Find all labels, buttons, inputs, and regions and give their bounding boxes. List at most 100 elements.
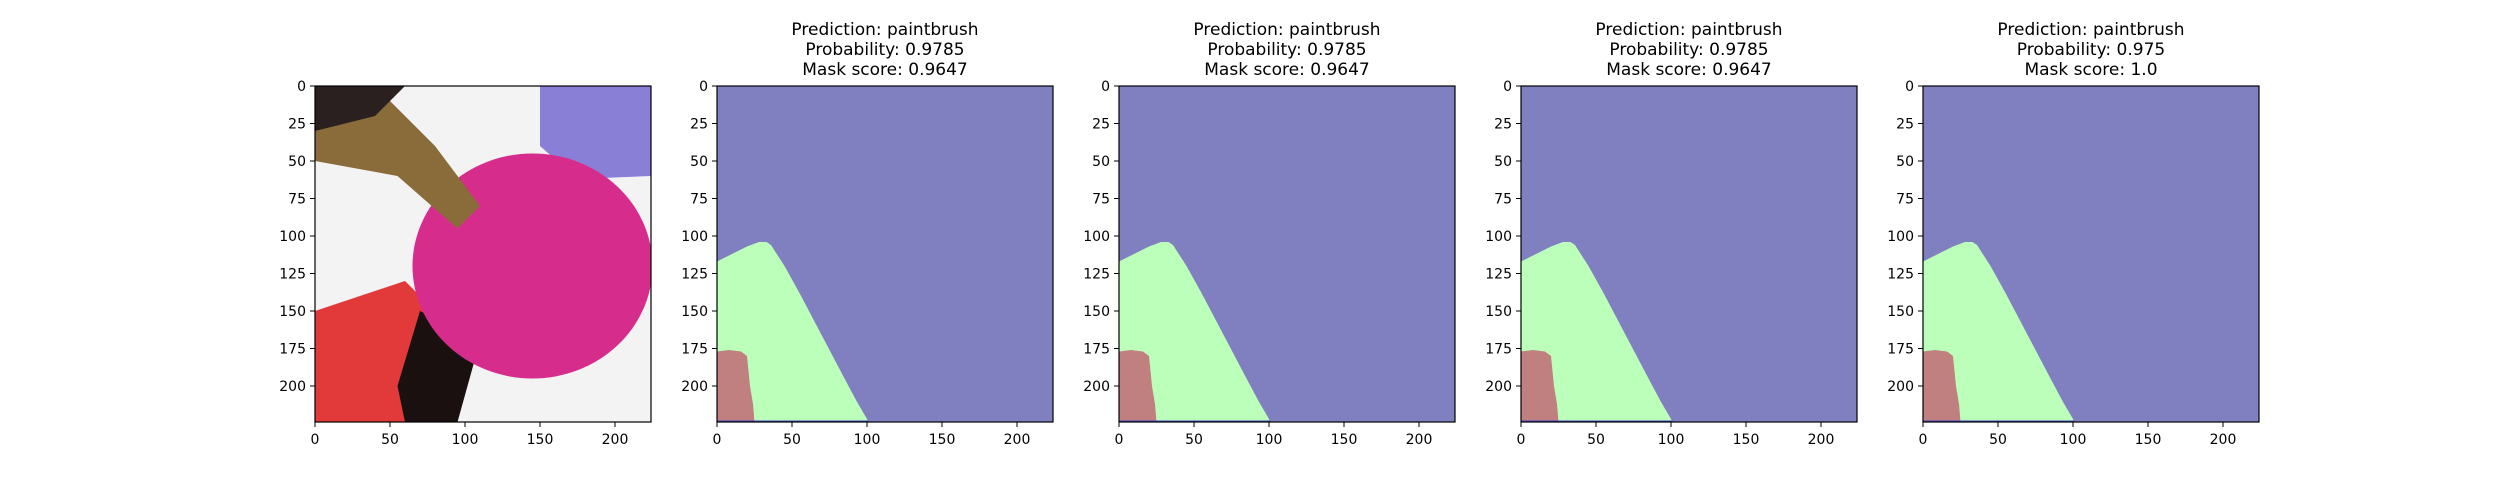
y-tick-label: 100 — [1083, 229, 1110, 245]
panel-title-line: Probability: 0.975 — [2017, 40, 2165, 60]
y-tick-label: 75 — [1494, 192, 1512, 208]
x-tick-label: 0 — [1517, 432, 1526, 448]
panel-title-line: Prediction: paintbrush — [1193, 20, 1380, 40]
x-tick-label: 150 — [1331, 432, 1358, 448]
y-tick-label: 25 — [1092, 117, 1110, 133]
brush-region — [717, 242, 869, 422]
x-tick-label: 100 — [854, 432, 881, 448]
panel-title-line: Mask score: 0.9647 — [1606, 60, 1771, 80]
x-tick-label: 200 — [2210, 432, 2237, 448]
x-tick-label: 0 — [713, 432, 722, 448]
y-tick-label: 175 — [681, 342, 708, 358]
axes-frame — [1118, 85, 1456, 423]
y-tick-label: 125 — [279, 267, 306, 283]
x-tick-label: 200 — [1004, 432, 1031, 448]
y-tick-label: 150 — [279, 304, 306, 320]
hand-region — [1521, 350, 1559, 422]
y-tick-label: 25 — [288, 117, 306, 133]
y-tick-label: 0 — [1905, 79, 1914, 95]
x-tick-label: 100 — [2060, 432, 2087, 448]
x-tick-label: 50 — [1185, 432, 1203, 448]
panel-title-line: Mask score: 0.9647 — [802, 60, 967, 80]
bottom-edge-region — [1119, 420, 1271, 422]
y-tick-label: 100 — [1485, 229, 1512, 245]
x-tick-label: 150 — [2135, 432, 2162, 448]
segmentation-mask — [1923, 86, 2259, 422]
y-tick-label: 150 — [1485, 304, 1512, 320]
bottom-edge-region — [1521, 420, 1673, 422]
axes-frame — [1922, 85, 2260, 423]
panel-title-line: Probability: 0.9785 — [1609, 40, 1768, 60]
y-tick-label: 150 — [1887, 304, 1914, 320]
y-tick-label: 125 — [1485, 267, 1512, 283]
brush-region — [1521, 242, 1673, 422]
y-tick-label: 125 — [1083, 267, 1110, 283]
x-tick-label: 200 — [1808, 432, 1835, 448]
y-tick-label: 200 — [681, 379, 708, 395]
y-tick-label: 175 — [1887, 342, 1914, 358]
y-tick-label: 50 — [288, 154, 306, 170]
y-tick-label: 200 — [279, 379, 306, 395]
x-tick-label: 0 — [1115, 432, 1124, 448]
axes-frame — [314, 85, 652, 423]
y-tick-label: 150 — [1083, 304, 1110, 320]
hand-region — [1119, 350, 1157, 422]
y-tick-label: 75 — [288, 192, 306, 208]
y-tick-label: 200 — [1083, 379, 1110, 395]
y-tick-label: 125 — [1887, 267, 1914, 283]
y-tick-label: 100 — [681, 229, 708, 245]
x-tick-label: 100 — [452, 432, 479, 448]
y-tick-label: 100 — [279, 229, 306, 245]
segmentation-mask — [717, 86, 1053, 422]
y-tick-label: 25 — [690, 117, 708, 133]
y-tick-label: 50 — [1092, 154, 1110, 170]
panel-1: 0 50 100 150 200 0 25 50 75 100 125 150 175 200 — [279, 79, 652, 448]
y-tick-label: 0 — [297, 79, 306, 95]
y-tick-label: 200 — [1485, 379, 1512, 395]
x-tick-label: 200 — [1406, 432, 1433, 448]
y-tick-label: 150 — [681, 304, 708, 320]
bottom-edge-region — [717, 420, 869, 422]
brush-region — [1119, 242, 1271, 422]
panel-title-line: Mask score: 0.9647 — [1204, 60, 1369, 80]
segmentation-mask — [1119, 86, 1455, 422]
y-tick-label: 75 — [1092, 192, 1110, 208]
y-tick-label: 125 — [681, 267, 708, 283]
y-tick-label: 75 — [1896, 192, 1914, 208]
panel-title-line: Probability: 0.9785 — [805, 40, 964, 60]
x-tick-label: 50 — [1989, 432, 2007, 448]
panel-title-line: Prediction: paintbrush — [1595, 20, 1782, 40]
y-tick-label: 0 — [1503, 79, 1512, 95]
x-tick-label: 100 — [1256, 432, 1283, 448]
panel-title-line: Prediction: paintbrush — [1997, 20, 2184, 40]
y-tick-label: 50 — [690, 154, 708, 170]
y-tick-label: 50 — [1896, 154, 1914, 170]
y-tick-label: 75 — [690, 192, 708, 208]
y-tick-label: 50 — [1494, 154, 1512, 170]
x-tick-label: 50 — [1587, 432, 1605, 448]
panel-title-line: Prediction: paintbrush — [791, 20, 978, 40]
x-tick-label: 150 — [1733, 432, 1760, 448]
axes-frame — [716, 85, 1054, 423]
x-tick-label: 150 — [527, 432, 554, 448]
panel-title-line: Probability: 0.9785 — [1207, 40, 1366, 60]
y-tick-label: 25 — [1896, 117, 1914, 133]
x-tick-label: 200 — [602, 432, 629, 448]
y-tick-label: 175 — [1083, 342, 1110, 358]
segmentation-mask — [1521, 86, 1857, 422]
x-tick-label: 100 — [1658, 432, 1685, 448]
violet-paint-well — [540, 86, 651, 179]
y-tick-label: 175 — [279, 342, 306, 358]
panel-title-line: Mask score: 1.0 — [2024, 60, 2157, 80]
input-photo — [315, 86, 651, 422]
y-tick-label: 0 — [1101, 79, 1110, 95]
bottom-edge-region — [1923, 420, 2075, 422]
paintbrush — [315, 86, 480, 229]
hand-region — [717, 350, 755, 422]
x-tick-label: 0 — [311, 432, 320, 448]
y-tick-label: 175 — [1485, 342, 1512, 358]
axes-frame — [1520, 85, 1858, 423]
y-tick-label: 0 — [699, 79, 708, 95]
